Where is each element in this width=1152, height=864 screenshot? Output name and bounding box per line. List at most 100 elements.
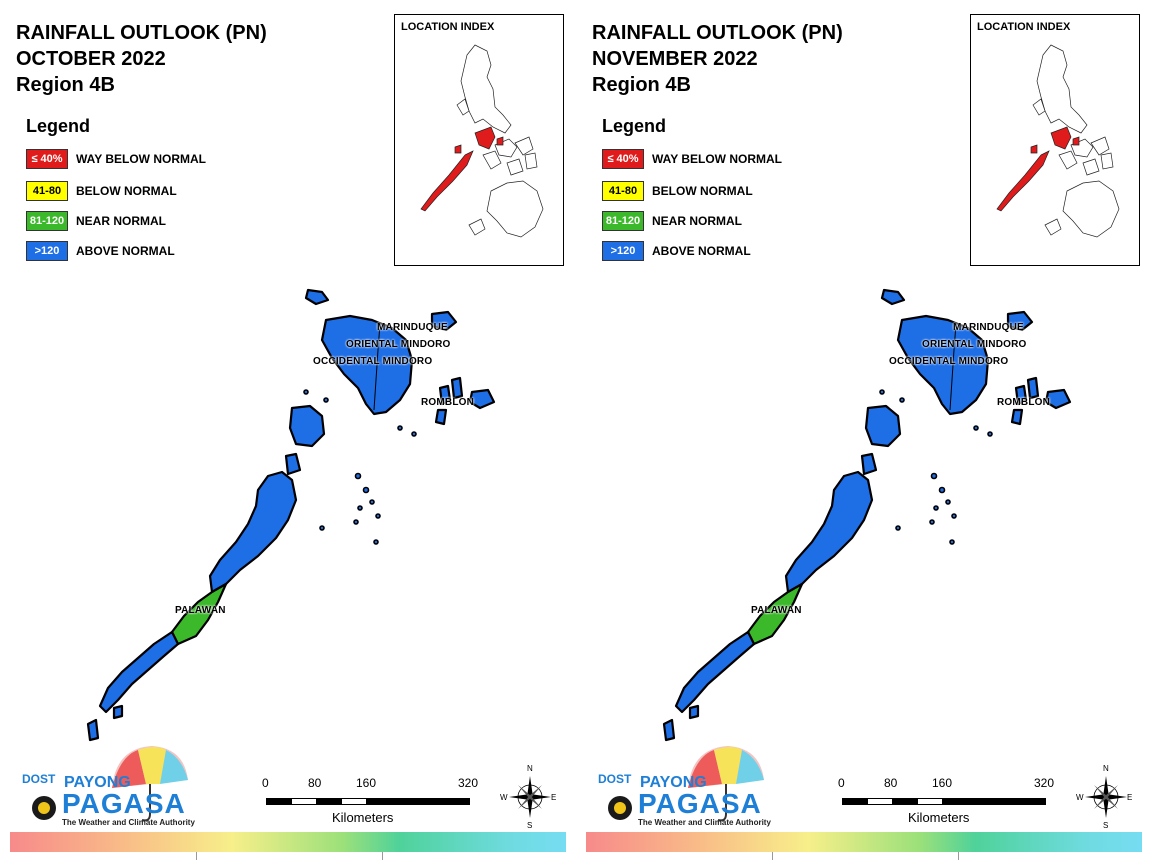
compass-n: N bbox=[1103, 764, 1109, 773]
label-romblon: ROMBLON bbox=[997, 397, 1051, 408]
province-shape-romblon bbox=[450, 376, 464, 400]
legend-label: ABOVE NORMAL bbox=[652, 244, 751, 258]
label-oriental-mindoro: ORIENTAL MINDORO bbox=[922, 339, 1027, 350]
compass-w: W bbox=[500, 793, 508, 802]
legend-item: 81-120 NEAR NORMAL bbox=[26, 210, 166, 232]
legend-item: ≤ 40% WAY BELOW NORMAL bbox=[26, 148, 206, 170]
inset-title: LOCATION INDEX bbox=[977, 21, 1071, 33]
province-shape-palawan-south bbox=[674, 630, 756, 714]
scale-bar-graphic bbox=[266, 798, 470, 805]
location-index-inset: LOCATION INDEX bbox=[394, 14, 564, 266]
legend-item: >120 ABOVE NORMAL bbox=[26, 240, 175, 262]
outlook-panel-1: RAINFALL OUTLOOK (PN) OCTOBER 2022 Regio… bbox=[10, 14, 566, 860]
gradient-tick bbox=[958, 852, 959, 860]
province-shape-calamian bbox=[864, 404, 902, 448]
region-4b-map bbox=[662, 288, 1072, 742]
province-shape-palawan-near-normal bbox=[746, 582, 804, 646]
pagasa-umbrella-icon bbox=[32, 746, 188, 822]
legend-swatch: 81-120 bbox=[26, 211, 68, 231]
scale-tick-160: 160 bbox=[356, 776, 377, 790]
pagasa-label: PAGASA bbox=[62, 788, 186, 819]
province-shape-mindoro bbox=[896, 314, 990, 416]
scale-tick-320: 320 bbox=[1034, 776, 1055, 790]
legend-swatch: >120 bbox=[26, 241, 68, 261]
province-shape-palawan-north bbox=[208, 470, 298, 594]
title-line-1: RAINFALL OUTLOOK (PN) bbox=[16, 22, 267, 44]
gradient-tick bbox=[772, 852, 773, 860]
scale-unit: Kilometers bbox=[332, 810, 394, 825]
legend-label: BELOW NORMAL bbox=[76, 184, 177, 198]
province-shape-palawan-near-normal bbox=[170, 582, 228, 646]
map-title: RAINFALL OUTLOOK (PN) OCTOBER 2022 Regio… bbox=[16, 20, 267, 98]
legend-label: WAY BELOW NORMAL bbox=[76, 152, 207, 166]
province-shape-lubang bbox=[880, 288, 906, 306]
compass-rose: N S E W bbox=[500, 764, 560, 830]
label-palawan: PALAWAN bbox=[175, 605, 226, 616]
compass-rose: N S E W bbox=[1076, 764, 1136, 830]
legend-label: WAY BELOW NORMAL bbox=[652, 152, 783, 166]
legend-swatch: 41-80 bbox=[26, 181, 68, 201]
province-shape-romblon bbox=[1026, 376, 1040, 400]
compass-n: N bbox=[527, 764, 533, 773]
province-shape-mindoro bbox=[320, 314, 414, 416]
dost-label: DOST bbox=[22, 772, 56, 786]
scale-tick-160: 160 bbox=[932, 776, 953, 790]
dost-label: DOST bbox=[598, 772, 632, 786]
label-palawan: PALAWAN bbox=[751, 605, 802, 616]
province-shape-marinduque bbox=[1006, 310, 1034, 332]
label-occidental-mindoro: OCCIDENTAL MINDORO bbox=[889, 356, 1009, 367]
color-gradient-bar bbox=[10, 832, 566, 852]
legend-swatch: >120 bbox=[602, 241, 644, 261]
legend-label: ABOVE NORMAL bbox=[76, 244, 175, 258]
location-index-inset: LOCATION INDEX bbox=[970, 14, 1140, 266]
scale-bar: 0 80 160 320 Kilometers bbox=[262, 776, 482, 826]
compass-icon bbox=[509, 776, 551, 818]
pagasa-logo: DOST PAYONG PAGASA The Weather and Clima… bbox=[592, 740, 792, 832]
title-region: Region 4B bbox=[592, 74, 691, 96]
scale-tick-0: 0 bbox=[262, 776, 269, 790]
label-marinduque: MARINDUQUE bbox=[377, 322, 448, 333]
scale-tick-80: 80 bbox=[308, 776, 322, 790]
label-occidental-mindoro: OCCIDENTAL MINDORO bbox=[313, 356, 433, 367]
province-shape-palawan-south bbox=[98, 630, 180, 714]
tagline: The Weather and Climate Authority bbox=[638, 818, 771, 827]
label-romblon: ROMBLON bbox=[421, 397, 475, 408]
province-shape-marinduque bbox=[430, 310, 458, 332]
legend-swatch: 81-120 bbox=[602, 211, 644, 231]
scale-tick-320: 320 bbox=[458, 776, 479, 790]
legend-item: 81-120 NEAR NORMAL bbox=[602, 210, 742, 232]
compass-e: E bbox=[551, 793, 557, 802]
legend-item: ≤ 40% WAY BELOW NORMAL bbox=[602, 148, 782, 170]
region-4b-map bbox=[86, 288, 496, 742]
pagasa-logo: DOST PAYONG PAGASA The Weather and Clima… bbox=[16, 740, 216, 832]
legend-item: >120 ABOVE NORMAL bbox=[602, 240, 751, 262]
legend-item: 41-80 BELOW NORMAL bbox=[26, 180, 177, 202]
title-region: Region 4B bbox=[16, 74, 115, 96]
legend-swatch: ≤ 40% bbox=[602, 149, 644, 169]
province-shape-palawan-north bbox=[784, 470, 874, 594]
compass-s: S bbox=[527, 821, 533, 830]
province-shape-calamian bbox=[288, 404, 326, 448]
title-month: OCTOBER 2022 bbox=[16, 48, 166, 70]
inset-title: LOCATION INDEX bbox=[401, 21, 495, 33]
legend-swatch: ≤ 40% bbox=[26, 149, 68, 169]
province-shape-lubang bbox=[304, 288, 330, 306]
pagasa-label: PAGASA bbox=[638, 788, 762, 819]
pagasa-umbrella-icon bbox=[608, 746, 764, 822]
compass-e: E bbox=[1127, 793, 1133, 802]
title-month: NOVEMBER 2022 bbox=[592, 48, 758, 70]
legend-item: 41-80 BELOW NORMAL bbox=[602, 180, 753, 202]
gradient-tick bbox=[382, 852, 383, 860]
legend-label: NEAR NORMAL bbox=[76, 214, 166, 228]
legend-title: Legend bbox=[602, 116, 667, 136]
compass-w: W bbox=[1076, 793, 1084, 802]
legend-swatch: 41-80 bbox=[602, 181, 644, 201]
payong-label: PAYONG bbox=[64, 774, 131, 791]
payong-label: PAYONG bbox=[640, 774, 707, 791]
scale-tick-80: 80 bbox=[884, 776, 898, 790]
compass-s: S bbox=[1103, 821, 1109, 830]
scale-tick-0: 0 bbox=[838, 776, 845, 790]
color-gradient-bar bbox=[586, 832, 1142, 852]
tagline: The Weather and Climate Authority bbox=[62, 818, 195, 827]
label-oriental-mindoro: ORIENTAL MINDORO bbox=[346, 339, 451, 350]
